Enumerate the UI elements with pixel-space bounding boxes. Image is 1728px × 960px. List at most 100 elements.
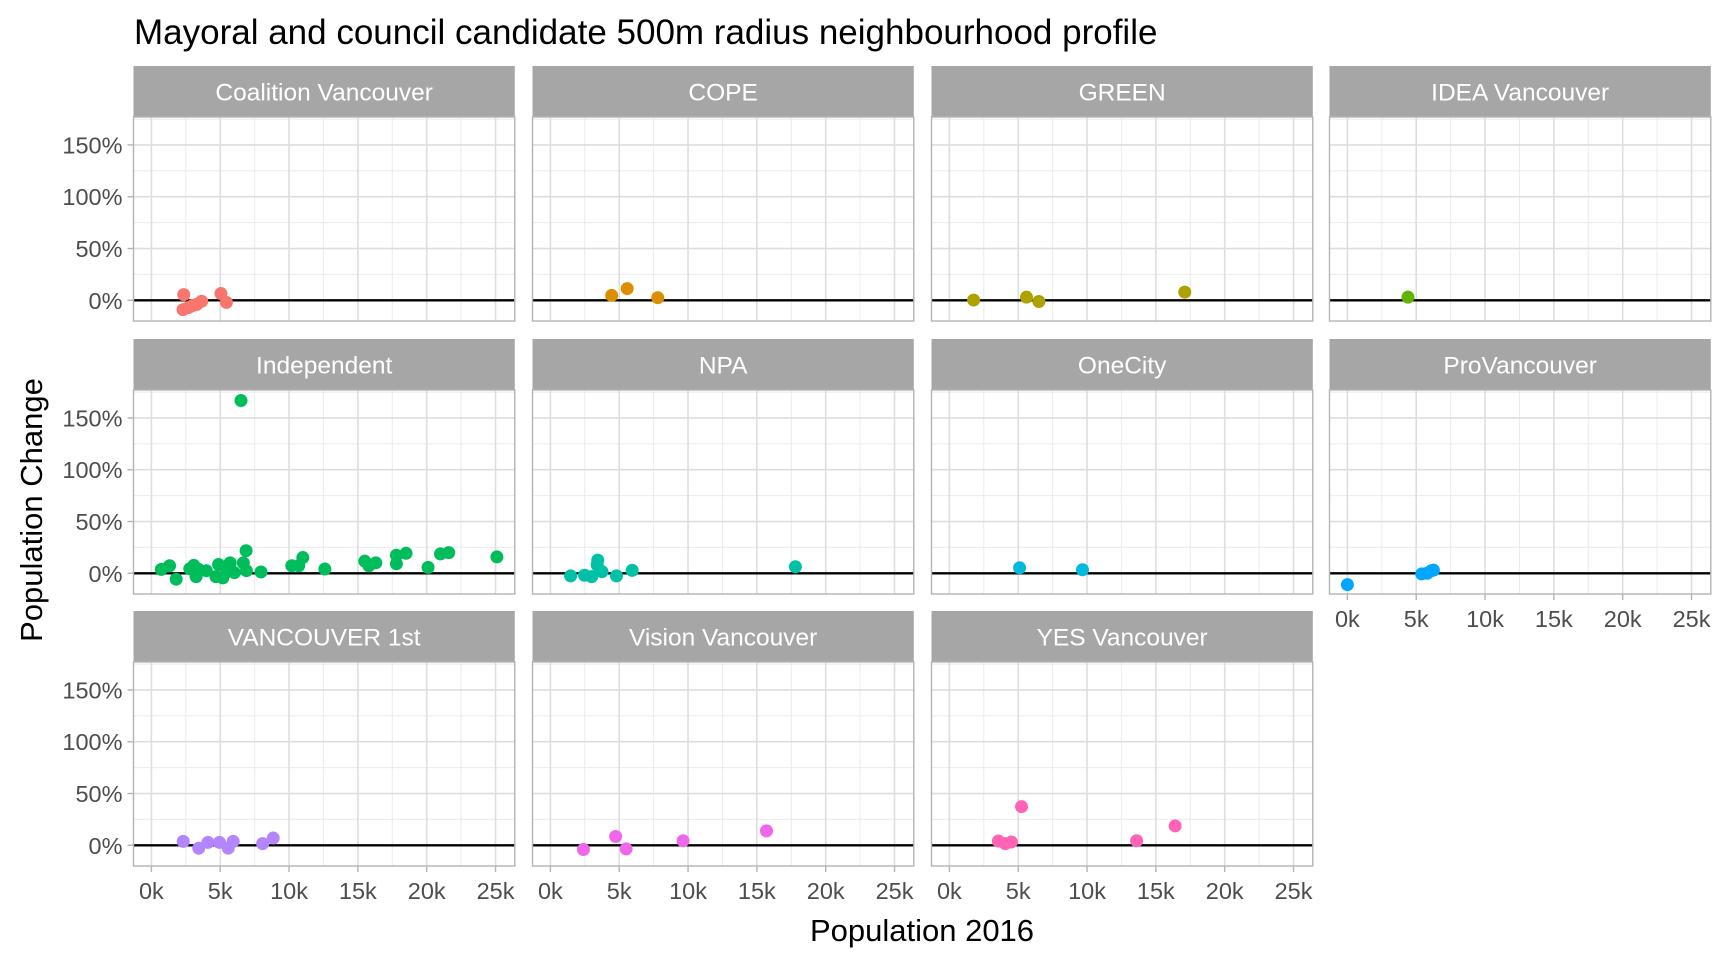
data-point bbox=[256, 837, 270, 851]
data-point bbox=[223, 556, 237, 570]
y-tick-label: 100% bbox=[62, 457, 122, 483]
data-point bbox=[201, 835, 215, 849]
facet-strip bbox=[1329, 66, 1711, 117]
panel-border bbox=[1328, 116, 1712, 322]
panel-border bbox=[531, 116, 915, 322]
x-tick-label: 15k bbox=[339, 878, 377, 904]
x-tick-label: 20k bbox=[1206, 878, 1244, 904]
panel-border bbox=[930, 661, 1314, 867]
panel-background bbox=[1329, 117, 1711, 321]
x-tick-label: 0k bbox=[538, 878, 563, 904]
data-point bbox=[176, 834, 190, 848]
data-point bbox=[967, 293, 981, 307]
y-tick-label: 150% bbox=[62, 405, 122, 431]
data-point bbox=[1426, 563, 1440, 577]
facet-panel: NPA bbox=[531, 339, 915, 595]
x-tick-label: 15k bbox=[738, 878, 776, 904]
panel-border bbox=[132, 116, 516, 322]
x-tick-label: 20k bbox=[807, 878, 845, 904]
facet-strip bbox=[133, 66, 515, 117]
data-point bbox=[619, 842, 633, 856]
panel-border bbox=[531, 661, 915, 867]
chart-title: Mayoral and council candidate 500m radiu… bbox=[134, 13, 1157, 52]
x-tick-label: 5k bbox=[607, 878, 632, 904]
panel-background bbox=[931, 662, 1313, 866]
facet-strip-label: Coalition Vancouver bbox=[215, 80, 432, 107]
y-tick-label: 50% bbox=[75, 236, 122, 262]
x-tick-label: 5k bbox=[1404, 606, 1429, 632]
facet-strip-label: COPE bbox=[688, 80, 757, 107]
data-point bbox=[239, 564, 253, 578]
data-point bbox=[605, 288, 619, 302]
data-point bbox=[234, 394, 248, 408]
data-point bbox=[369, 556, 383, 570]
data-point bbox=[1130, 834, 1144, 848]
data-point bbox=[296, 551, 310, 565]
data-point bbox=[595, 565, 609, 579]
data-point bbox=[227, 566, 241, 580]
facet-panel: VANCOUVER 1st 0% 50% 100% 150% 0k 5k 10k 15k 20k 2… bbox=[62, 611, 516, 904]
panel-background bbox=[1329, 390, 1711, 594]
facet-strip bbox=[133, 611, 515, 662]
x-tick-label: 10k bbox=[270, 878, 308, 904]
x-tick-label: 15k bbox=[1137, 878, 1175, 904]
y-tick-label: 150% bbox=[62, 132, 122, 158]
data-point bbox=[585, 570, 599, 584]
data-point bbox=[219, 295, 233, 309]
x-tick-label: 25k bbox=[1673, 606, 1711, 632]
facet-strip-label: Independent bbox=[256, 353, 392, 380]
data-point bbox=[1168, 819, 1182, 833]
facet-panel: GREEN bbox=[930, 66, 1314, 322]
data-point bbox=[226, 834, 240, 848]
data-point bbox=[266, 831, 280, 845]
data-point bbox=[254, 565, 268, 579]
x-tick-label: 25k bbox=[1275, 878, 1313, 904]
facet-panel: YES Vancouver 0k 5k 10k 15k 20k 25k bbox=[930, 611, 1314, 904]
data-point bbox=[609, 829, 623, 843]
data-point bbox=[421, 560, 435, 574]
data-point bbox=[169, 572, 183, 586]
facet-strip bbox=[532, 339, 914, 390]
x-tick-label: 5k bbox=[208, 878, 233, 904]
x-tick-label: 15k bbox=[1535, 606, 1573, 632]
facet-panel: ProVancouver 0k 5k 10k 15k 20k 25k bbox=[1328, 339, 1712, 632]
facet-strip-label: OneCity bbox=[1078, 353, 1167, 380]
facet-panels: Coalition Vancouver 0% 50% 100% 150% COPE GREE… bbox=[62, 66, 1712, 904]
facet-strip-label: NPA bbox=[699, 353, 748, 380]
data-point bbox=[1019, 290, 1033, 304]
y-axis-title: Population Change bbox=[14, 378, 49, 642]
panel-background bbox=[532, 390, 914, 594]
facet-strip bbox=[1329, 339, 1711, 390]
data-point bbox=[651, 291, 665, 305]
y-tick-label: 0% bbox=[89, 288, 123, 314]
panel-background bbox=[532, 117, 914, 321]
x-tick-label: 0k bbox=[937, 878, 962, 904]
facet-strip bbox=[532, 611, 914, 662]
x-axis-title: Population 2016 bbox=[810, 913, 1034, 948]
x-tick-label: 5k bbox=[1006, 878, 1031, 904]
facet-strip-label: GREEN bbox=[1079, 80, 1166, 107]
panel-border bbox=[930, 116, 1314, 322]
data-point bbox=[620, 282, 634, 296]
data-point bbox=[760, 824, 774, 838]
y-tick-label: 0% bbox=[89, 561, 123, 587]
facet-strip bbox=[931, 339, 1313, 390]
facet-panel: OneCity bbox=[930, 339, 1314, 595]
data-point bbox=[576, 843, 590, 857]
y-tick-label: 0% bbox=[89, 833, 123, 859]
data-point bbox=[177, 288, 191, 302]
y-tick-label: 100% bbox=[62, 729, 122, 755]
panel-background bbox=[133, 117, 515, 321]
facet-strip bbox=[931, 611, 1313, 662]
facet-panel: Vision Vancouver 0k 5k 10k 15k 20k 25k bbox=[531, 611, 915, 904]
y-tick-label: 150% bbox=[62, 677, 122, 703]
x-tick-label: 10k bbox=[1466, 606, 1504, 632]
data-point bbox=[199, 564, 213, 578]
facet-strip bbox=[133, 339, 515, 390]
data-point bbox=[399, 546, 413, 560]
data-point bbox=[1401, 290, 1415, 304]
data-point bbox=[1032, 295, 1046, 309]
data-point bbox=[676, 834, 690, 848]
x-tick-label: 0k bbox=[1335, 606, 1360, 632]
